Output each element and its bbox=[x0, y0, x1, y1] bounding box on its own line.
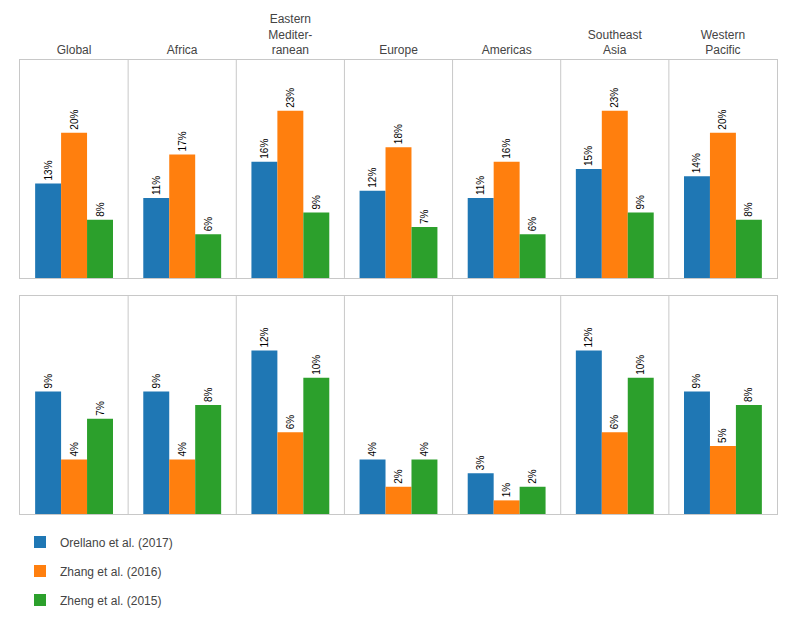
svg-text:10%: 10% bbox=[635, 355, 646, 375]
svg-text:4%: 4% bbox=[69, 442, 80, 457]
svg-text:4%: 4% bbox=[367, 442, 378, 457]
svg-text:8%: 8% bbox=[203, 387, 214, 402]
svg-text:4%: 4% bbox=[177, 442, 188, 457]
svg-text:Zheng et al. (2015): Zheng et al. (2015) bbox=[60, 594, 161, 608]
svg-text:4%: 4% bbox=[419, 442, 430, 457]
svg-text:16%: 16% bbox=[259, 139, 270, 159]
svg-text:7%: 7% bbox=[95, 401, 106, 416]
svg-text:9%: 9% bbox=[311, 195, 322, 210]
svg-text:16%: 16% bbox=[501, 139, 512, 159]
svg-text:Africa: Africa bbox=[167, 43, 198, 57]
svg-text:6%: 6% bbox=[203, 217, 214, 232]
svg-text:8%: 8% bbox=[743, 387, 754, 402]
svg-text:Global: Global bbox=[57, 43, 92, 57]
svg-text:7%: 7% bbox=[419, 210, 430, 225]
svg-text:14%: 14% bbox=[691, 153, 702, 173]
svg-text:9%: 9% bbox=[635, 195, 646, 210]
svg-text:9%: 9% bbox=[43, 374, 54, 389]
svg-text:1%: 1% bbox=[501, 483, 512, 498]
svg-text:23%: 23% bbox=[285, 88, 296, 108]
svg-text:2%: 2% bbox=[393, 469, 404, 484]
svg-text:11%: 11% bbox=[151, 176, 162, 195]
svg-text:6%: 6% bbox=[527, 217, 538, 232]
svg-text:Europe: Europe bbox=[379, 43, 418, 57]
svg-text:20%: 20% bbox=[717, 110, 728, 130]
svg-text:13%: 13% bbox=[43, 160, 54, 180]
svg-text:12%: 12% bbox=[259, 327, 270, 347]
svg-text:SoutheastAsia: SoutheastAsia bbox=[588, 28, 643, 58]
svg-text:Orellano et al. (2017): Orellano et al. (2017) bbox=[60, 536, 173, 550]
svg-text:18%: 18% bbox=[393, 124, 404, 144]
svg-text:2%: 2% bbox=[527, 469, 538, 484]
svg-text:6%: 6% bbox=[285, 415, 296, 430]
svg-text:11%: 11% bbox=[475, 176, 486, 195]
svg-text:17%: 17% bbox=[177, 131, 188, 151]
svg-text:9%: 9% bbox=[691, 374, 702, 389]
svg-text:3%: 3% bbox=[475, 456, 486, 471]
svg-text:6%: 6% bbox=[609, 415, 620, 430]
svg-text:EasternMediter-ranean: EasternMediter-ranean bbox=[268, 12, 312, 57]
svg-text:20%: 20% bbox=[69, 110, 80, 130]
svg-text:15%: 15% bbox=[583, 146, 594, 166]
svg-text:9%: 9% bbox=[151, 374, 162, 389]
svg-text:8%: 8% bbox=[95, 202, 106, 217]
svg-text:Americas: Americas bbox=[482, 43, 532, 57]
svg-text:Zhang et al. (2016): Zhang et al. (2016) bbox=[60, 565, 161, 579]
svg-text:8%: 8% bbox=[743, 202, 754, 217]
svg-text:WesternPacific: WesternPacific bbox=[701, 28, 745, 58]
svg-text:12%: 12% bbox=[367, 168, 378, 188]
svg-text:23%: 23% bbox=[609, 88, 620, 108]
svg-text:10%: 10% bbox=[311, 355, 322, 375]
svg-text:5%: 5% bbox=[717, 428, 728, 443]
svg-text:12%: 12% bbox=[583, 327, 594, 347]
